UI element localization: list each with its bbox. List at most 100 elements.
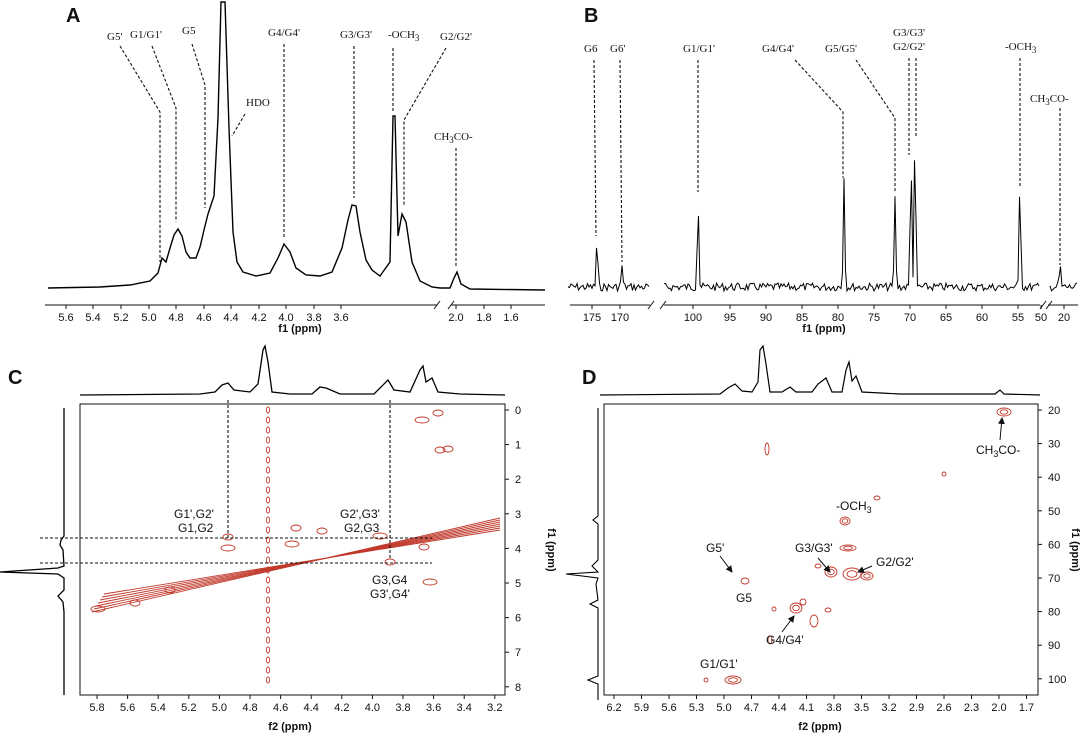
cross-peak-contour xyxy=(220,544,236,552)
t1-noise-contour xyxy=(265,486,271,494)
panel-c-ytick-label: 4 xyxy=(515,543,521,555)
panel-b-xtick-label: 50 xyxy=(1035,312,1047,324)
hsqc-cross-peak xyxy=(839,516,851,526)
panel-d-ytick-label: 80 xyxy=(1048,607,1060,619)
label-b-g6p: G6' xyxy=(610,43,625,55)
panel-a-xtick-label: 2.0 xyxy=(448,312,463,324)
hsqc-cross-peak xyxy=(799,598,807,606)
t1-noise-contour xyxy=(265,666,271,674)
panel-b: B 175 170 100 95 90 85 80 75 70 65 60 55 50 20 f1 (pp… xyxy=(567,5,1078,335)
label-c-g2p-g3p: G2',G3' xyxy=(340,507,380,521)
label-a-g5: G5 xyxy=(182,25,196,37)
cross-peak-contour xyxy=(442,445,454,453)
panel-b-letter: B xyxy=(584,5,598,27)
cross-peak-contour xyxy=(164,586,176,594)
cross-peak-contour xyxy=(90,605,106,613)
panel-c-ytick-label: 7 xyxy=(515,647,521,659)
hsqc-cross-peak xyxy=(996,407,1012,417)
panel-a-xtick-label: 5.4 xyxy=(85,312,100,324)
panel-c-xlabel: f2 (ppm) xyxy=(268,721,312,733)
panel-d-xtick-label: 5.3 xyxy=(689,702,704,714)
t1-noise-contour xyxy=(265,526,271,534)
panel-d-ytick-label: 50 xyxy=(1048,506,1060,518)
panel-b-xtick-label: 170 xyxy=(611,312,629,324)
t1-noise-contour xyxy=(265,416,271,424)
panel-b-xtick-label: 60 xyxy=(976,312,988,324)
panel-b-xtick-label: 55 xyxy=(1012,312,1024,324)
panel-d-xtick-label: 4.4 xyxy=(771,702,786,714)
panel-d-xtick-label: 5.0 xyxy=(716,702,731,714)
t1-noise-contour xyxy=(265,566,271,574)
label-b-g2: G2/G2' xyxy=(893,41,925,53)
t1-noise-contour xyxy=(265,506,271,514)
panel-c-ytick-label: 6 xyxy=(515,613,521,625)
hsqc-cross-peak-inner xyxy=(843,545,853,551)
label-d-g1: G1/G1' xyxy=(700,657,738,671)
panel-c-xtick-label: 5.4 xyxy=(151,702,166,714)
t1-noise-contour xyxy=(265,466,271,474)
panel-c-ytick-label: 8 xyxy=(515,682,521,694)
panel-c-xtick-label: 3.2 xyxy=(487,702,502,714)
panel-c-left-projection xyxy=(0,408,65,695)
label-d-g2: G2/G2' xyxy=(876,555,914,569)
label-d-ch3co: CH3CO- xyxy=(976,443,1020,459)
panel-d-xtick-label: 4.7 xyxy=(744,702,759,714)
label-b-g4: G4/G4' xyxy=(762,43,794,55)
panel-d-ytick-label: 20 xyxy=(1048,405,1060,417)
panel-c-ytick-label: 1 xyxy=(515,440,521,452)
panel-a: A 5.6 5.4 5.2 5.0 4.8 4.6 4.4 4.2 4.0 3.8 3.6 2.0 1.… xyxy=(45,1,546,335)
panel-b-xtick-label: 65 xyxy=(940,312,952,324)
hsqc-cross-peak xyxy=(767,635,773,645)
panel-a-xtick-label: 4.6 xyxy=(196,312,211,324)
panel-d-ytick-label: 40 xyxy=(1048,472,1060,484)
t1-noise-contour xyxy=(265,456,271,464)
panel-b-xtick-label: 90 xyxy=(760,312,772,324)
label-b-och3: -OCH3 xyxy=(1005,41,1037,55)
panel-b-xtick-label: 20 xyxy=(1058,312,1070,324)
t1-noise-contour xyxy=(265,656,271,664)
panel-c-xtick-label: 4.6 xyxy=(273,702,288,714)
panel-c-ytick-label: 3 xyxy=(515,509,521,521)
t1-noise-contour xyxy=(265,556,271,564)
t1-noise-contour xyxy=(265,436,271,444)
panel-b-xtick-label: 70 xyxy=(904,312,916,324)
hsqc-cross-peak xyxy=(789,602,803,614)
panel-b-xtick-label: 80 xyxy=(832,312,844,324)
panel-d-contours xyxy=(703,407,1012,685)
panel-d-xtick-label: 3.2 xyxy=(881,702,896,714)
panel-a-xtick-label: 3.6 xyxy=(333,312,348,324)
label-b-g6: G6 xyxy=(584,43,598,55)
t1-noise-contour xyxy=(265,596,271,604)
hsqc-cross-peak xyxy=(764,442,770,456)
panel-a-xtick-label: 4.0 xyxy=(278,312,293,324)
label-d-g5p: G5' xyxy=(706,541,724,555)
panel-c-xtick-label: 5.0 xyxy=(212,702,227,714)
hsqc-cross-peak-inner xyxy=(792,604,800,612)
label-c-g3-g4: G3,G4 xyxy=(372,573,408,587)
panel-d-xlabel: f2 (ppm) xyxy=(798,721,842,733)
panel-b-annotations: G6 G6' G1/G1' G4/G4' G5/G5' G3/G3' G2/G2… xyxy=(584,27,1069,265)
cross-peak-contour xyxy=(222,533,234,541)
panel-c-ytick-label: 0 xyxy=(515,405,521,417)
panel-c-xtick-label: 5.8 xyxy=(89,702,104,714)
hsqc-cross-peak xyxy=(860,571,874,581)
panel-d-xtick-label: 5.6 xyxy=(661,702,676,714)
cross-peak-contour xyxy=(432,409,444,417)
cross-peak-contour xyxy=(372,532,388,540)
hsqc-cross-peak xyxy=(941,471,947,477)
panel-a-xtick-label: 1.6 xyxy=(503,312,518,324)
panel-c-xtick-label: 4.4 xyxy=(304,702,319,714)
t1-noise-contour xyxy=(265,546,271,554)
panel-c-ylabel: f1 (ppm) xyxy=(545,528,557,572)
panel-b-xtick-label: 100 xyxy=(684,312,702,324)
panel-a-axis-break xyxy=(433,300,455,310)
panel-a-xtick-label: 4.2 xyxy=(251,312,266,324)
t1-noise-contour xyxy=(265,496,271,504)
hsqc-cross-peak xyxy=(809,614,819,628)
t1-noise-contour xyxy=(265,516,271,524)
label-c-g1-g2: G1,G2 xyxy=(178,521,214,535)
label-a-g5p: G5' xyxy=(107,31,122,43)
panel-d-xtick-label: 4.1 xyxy=(799,702,814,714)
hsqc-cross-peak-inner xyxy=(728,677,738,683)
